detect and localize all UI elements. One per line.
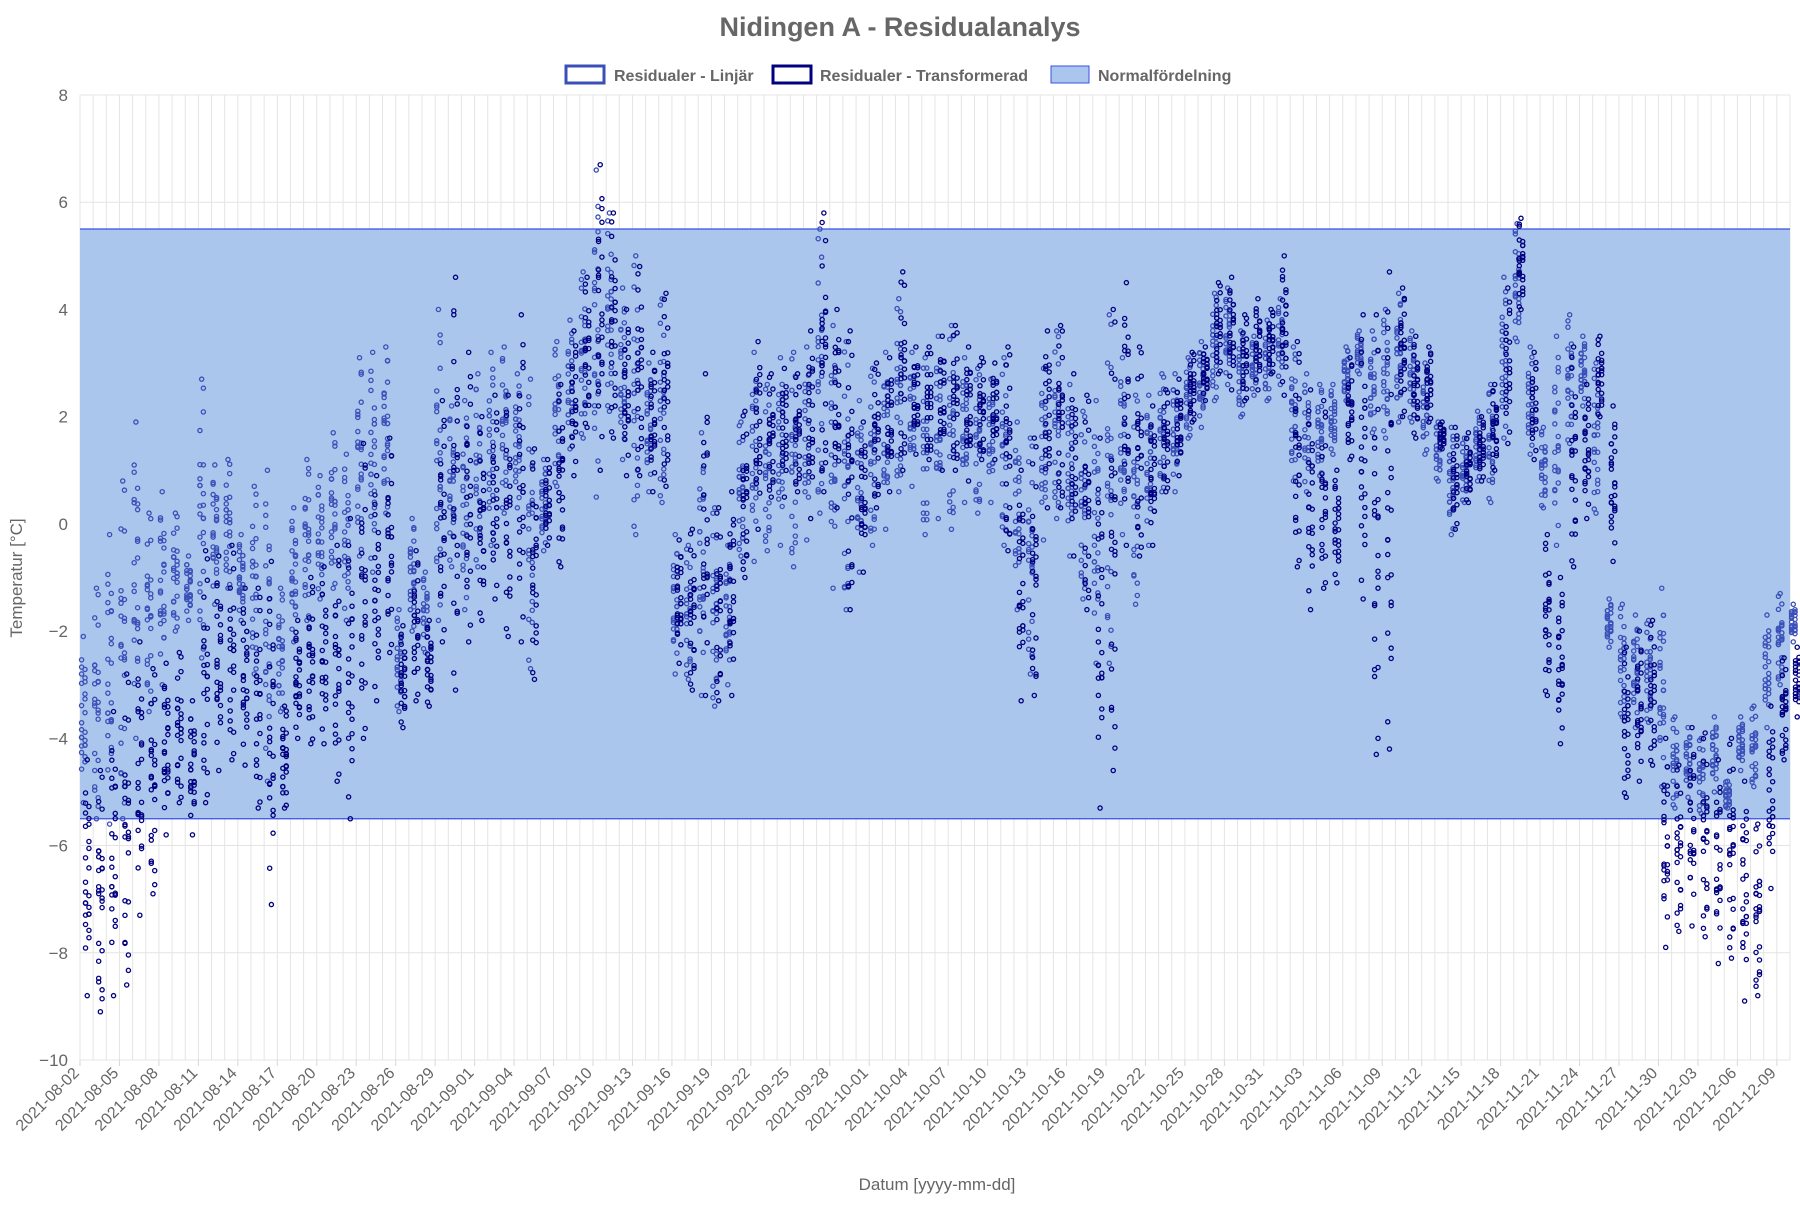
point-transformed — [126, 830, 130, 834]
point-transformed — [598, 163, 602, 167]
point-transformed — [164, 833, 168, 837]
point-linear — [1791, 640, 1795, 644]
point-transformed — [190, 833, 194, 837]
point-linear — [1793, 617, 1797, 621]
point-linear — [107, 822, 111, 826]
point-linear — [1793, 625, 1797, 629]
point-transformed — [100, 988, 104, 992]
legend-swatch-linear — [566, 66, 604, 83]
point-transformed — [87, 839, 91, 843]
point-transformed — [271, 831, 275, 835]
point-transformed — [83, 856, 87, 860]
point-transformed — [83, 880, 87, 884]
point-transformed — [97, 976, 101, 980]
legend-label-normal: Normalfördelning — [1098, 68, 1231, 85]
point-transformed — [87, 928, 91, 932]
point-transformed — [100, 899, 104, 903]
point-linear — [1791, 602, 1795, 606]
legend-item-linear[interactable]: Residualer - Linjär — [566, 66, 754, 85]
point-transformed — [110, 832, 114, 836]
point-transformed — [100, 888, 104, 892]
point-transformed — [136, 828, 140, 832]
point-transformed — [600, 197, 604, 201]
point-transformed — [100, 867, 104, 871]
point-transformed — [100, 949, 104, 953]
point-linear — [596, 215, 600, 219]
point-transformed — [600, 220, 604, 224]
point-transformed — [113, 924, 117, 928]
point-transformed — [87, 822, 91, 826]
point-transformed — [87, 846, 91, 850]
point-transformed — [136, 866, 140, 870]
point-transformed — [269, 902, 273, 906]
point-transformed — [600, 206, 604, 210]
point-transformed — [100, 856, 104, 860]
point-transformed — [268, 866, 272, 870]
point-transformed — [87, 936, 91, 940]
point-transformed — [83, 890, 87, 894]
point-transformed — [97, 849, 101, 853]
point-transformed — [123, 940, 127, 944]
point-transformed — [611, 211, 615, 215]
point-transformed — [113, 836, 117, 840]
point-transformed — [87, 894, 91, 898]
legend-swatch-transformed — [773, 66, 811, 83]
point-transformed — [83, 901, 87, 905]
point-transformed — [126, 968, 130, 972]
point-transformed — [83, 946, 87, 950]
point-transformed — [153, 883, 157, 887]
legend-item-normal[interactable]: Normalfördelning — [1051, 66, 1231, 85]
point-transformed — [110, 865, 114, 869]
point-transformed — [113, 875, 117, 879]
point-transformed — [126, 851, 130, 855]
point-transformed — [85, 994, 89, 998]
point-transformed — [126, 953, 130, 957]
point-transformed — [98, 1010, 102, 1014]
legend-swatch-normal — [1051, 66, 1089, 83]
point-transformed — [110, 940, 114, 944]
point-transformed — [83, 922, 87, 926]
point-transformed — [87, 866, 91, 870]
point-linear — [1793, 632, 1797, 636]
point-transformed — [610, 220, 614, 224]
point-transformed — [110, 907, 114, 911]
point-transformed — [151, 892, 155, 896]
point-transformed — [153, 828, 157, 832]
point-transformed — [149, 833, 153, 837]
point-transformed — [110, 885, 114, 889]
legend[interactable]: Residualer - Linjär Residualer - Transfo… — [566, 66, 1231, 85]
legend-label-transformed: Residualer - Transformerad — [820, 68, 1028, 85]
point-transformed — [110, 856, 114, 860]
point-transformed — [87, 912, 91, 916]
point-transformed — [138, 913, 142, 917]
point-transformed — [125, 983, 129, 987]
point-transformed — [97, 959, 101, 963]
legend-item-transformed[interactable]: Residualer - Transformerad — [773, 66, 1028, 85]
point-transformed — [123, 913, 127, 917]
point-linear — [594, 168, 598, 172]
legend-label-linear: Residualer - Linjär — [614, 68, 754, 85]
point-transformed — [100, 997, 104, 1001]
point-transformed — [111, 994, 115, 998]
point-transformed — [113, 918, 117, 922]
point-transformed — [149, 838, 153, 842]
point-transformed — [153, 869, 157, 873]
point-transformed — [97, 941, 101, 945]
point-transformed — [87, 905, 91, 909]
point-transformed — [100, 906, 104, 910]
chart-title: Nidingen A - Residualanalys — [719, 12, 1080, 42]
point-transformed — [126, 900, 130, 904]
